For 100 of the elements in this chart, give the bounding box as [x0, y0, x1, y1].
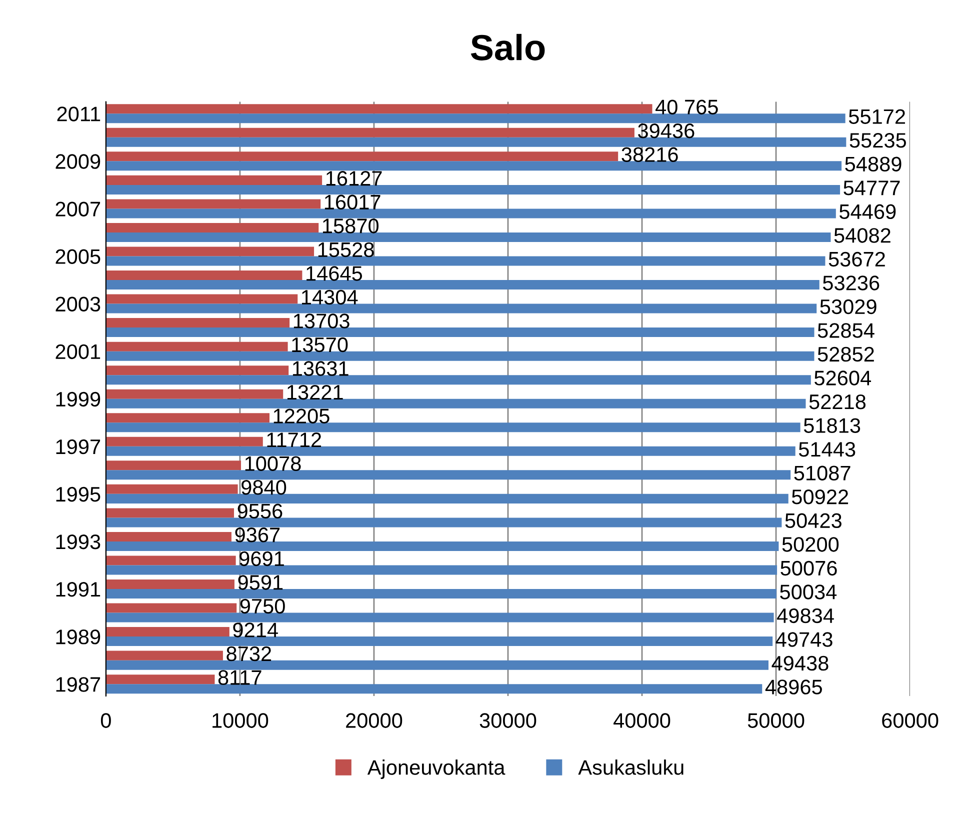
bar [106, 436, 263, 446]
x-tick-label: 50000 [748, 713, 804, 728]
y-tick-label: 2001 [56, 344, 100, 360]
data-label: 13221 [287, 384, 343, 400]
y-tick-label: 1989 [56, 630, 100, 644]
bar [106, 660, 768, 670]
data-label: 9591 [238, 575, 283, 590]
bar [106, 460, 241, 470]
data-label: 9840 [242, 480, 286, 495]
y-tick-label: 2009 [56, 154, 100, 169]
y-tick-label: 2005 [56, 249, 100, 264]
x-tick-label: 20000 [346, 713, 402, 728]
bar [106, 222, 319, 232]
bar [106, 565, 778, 575]
data-label: 9556 [238, 504, 282, 519]
data-label: 54777 [844, 180, 900, 196]
y-tick-label: 1995 [56, 486, 100, 502]
bar [106, 422, 800, 432]
bar [106, 351, 814, 361]
bar [106, 208, 836, 218]
bar [106, 199, 321, 209]
y-tick-label: 2011 [57, 106, 100, 122]
data-label: 9691 [240, 551, 284, 566]
data-label: 55235 [850, 132, 906, 148]
x-tick-label: 0 [100, 713, 111, 728]
data-label: 15870 [322, 218, 379, 234]
data-label: 54469 [840, 204, 896, 220]
data-label: 12205 [274, 408, 330, 424]
bar [106, 636, 773, 646]
bar [106, 114, 846, 124]
data-label: 54082 [834, 228, 890, 243]
bar [106, 280, 820, 290]
bar [106, 184, 840, 194]
x-tick-label: 40000 [614, 713, 670, 728]
bar [106, 128, 634, 138]
data-label: 55172 [848, 109, 905, 124]
data-label: 8732 [226, 646, 272, 662]
data-label: 51813 [804, 418, 860, 433]
data-label: 10078 [245, 456, 301, 472]
data-label: 11712 [267, 432, 322, 448]
bar [106, 246, 314, 256]
data-label: 50076 [780, 560, 837, 576]
bar [106, 612, 774, 622]
bar [106, 674, 215, 684]
data-label: 50034 [780, 584, 837, 600]
bar [106, 375, 811, 385]
data-label: 52218 [809, 394, 866, 410]
y-tick-label: 1997 [56, 439, 100, 454]
bar [106, 589, 776, 599]
bar [106, 413, 270, 423]
bar [106, 603, 237, 613]
data-label: 50200 [782, 537, 839, 552]
y-tick-label: 2003 [56, 296, 100, 312]
data-label: 50922 [792, 490, 848, 504]
data-label: 48965 [765, 680, 822, 694]
data-label: 13570 [292, 337, 348, 352]
bar [106, 152, 618, 162]
bar [106, 470, 791, 480]
y-tick-label: 1991 [56, 582, 100, 597]
bar [106, 318, 290, 328]
data-label: 9367 [235, 528, 280, 542]
y-tick-label: 1999 [56, 392, 100, 407]
bar [106, 518, 782, 528]
data-label: 49438 [772, 656, 828, 671]
bar [106, 446, 796, 456]
bar [106, 494, 788, 504]
data-label: 15528 [318, 242, 374, 258]
bar [106, 398, 806, 408]
bar [106, 484, 238, 494]
bar [106, 256, 826, 266]
bar [106, 342, 288, 352]
data-label: 53672 [828, 252, 885, 267]
data-label: 8117 [218, 670, 262, 685]
x-tick-label: 30000 [480, 713, 536, 728]
data-label: 54889 [845, 156, 902, 172]
legend-label: Asukasluku [578, 760, 684, 775]
bar [106, 389, 284, 399]
bar [106, 580, 234, 590]
data-label: 49743 [776, 632, 832, 647]
bar [106, 104, 652, 114]
data-label: 53029 [820, 299, 876, 314]
data-label: 9214 [233, 622, 278, 638]
data-label: 51443 [798, 442, 856, 457]
bar [106, 508, 234, 518]
bar [106, 532, 232, 542]
data-label: 16127 [326, 171, 382, 186]
bar [106, 304, 817, 314]
x-tick-label: 10000 [212, 713, 268, 728]
y-tick-label: 1987 [56, 677, 100, 692]
y-tick-label: 2007 [56, 202, 100, 216]
bar [106, 556, 236, 566]
bar [106, 270, 302, 280]
data-label: 16017 [324, 194, 380, 210]
data-label: 9750 [240, 598, 285, 614]
data-label: 38216 [622, 147, 678, 162]
data-label: 52854 [818, 323, 874, 338]
data-label: 52852 [818, 346, 874, 362]
bar [106, 161, 842, 171]
bar [106, 541, 779, 551]
data-label: 49834 [777, 608, 834, 624]
